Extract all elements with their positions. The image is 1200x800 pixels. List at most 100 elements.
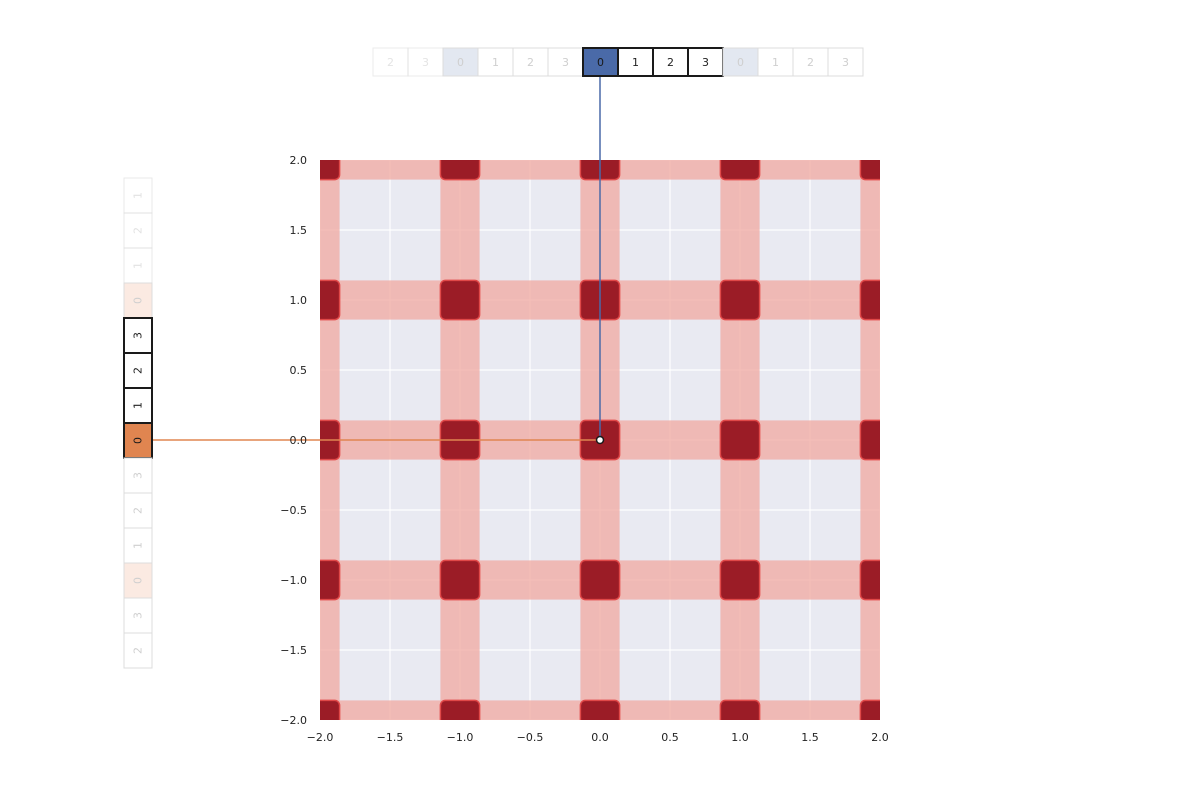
x-strip-cell: 2 [792, 47, 829, 77]
y-strip-cell-box [123, 457, 153, 494]
x-strip-cell-box [477, 47, 514, 77]
x-axis-ticks: −2.0 −1.5 −1.0 −0.5 0.0 0.5 1.0 1.5 2.0 [307, 731, 889, 744]
x-strip-cell: 3 [827, 47, 864, 77]
y-strip-cell-label: 2 [132, 507, 145, 514]
connector-lines [152, 48, 601, 441]
y-strip-cell-label: 2 [132, 367, 145, 374]
heatmap-cell [719, 419, 761, 461]
y-strip-cell-box [123, 282, 153, 319]
x-strip-cell: 0 [442, 47, 479, 77]
x-strip-cell-box [407, 47, 444, 77]
y-strip-cell: 1 [123, 177, 153, 214]
y-strip-cell-label: 1 [132, 262, 145, 269]
y-strip-cell: 3 [123, 457, 153, 494]
heatmap-cell [719, 559, 761, 601]
x-tick-label: 0.5 [661, 731, 679, 744]
x-strip-cell-label: 2 [807, 56, 814, 69]
x-strip-cell-label: 0 [457, 56, 464, 69]
x-strip-cell-box [547, 47, 584, 77]
heatmap-cell [859, 160, 880, 181]
x-strip-cell-label: 0 [597, 56, 604, 69]
y-tick-label: 2.0 [290, 154, 308, 167]
x-tick-label: −0.5 [517, 731, 544, 744]
y-strip-cell: 1 [123, 527, 153, 564]
heatmap-cell [579, 699, 621, 720]
y-strip-cell: 2 [123, 212, 153, 249]
marker-layer [595, 435, 605, 445]
y-strip-cell: 0 [123, 422, 153, 459]
y-tick-label: −1.5 [280, 644, 307, 657]
heatmap-cell [439, 160, 481, 181]
x-tick-label: 1.0 [731, 731, 749, 744]
x-index-strip: 2 3 0 1 2 3 0 1 2 3 0 1 2 3 [372, 47, 864, 77]
x-tick-label: −1.0 [447, 731, 474, 744]
x-strip-cell: 2 [372, 47, 409, 77]
y-strip-cell-label: 2 [132, 647, 145, 654]
heatmap-intersections [320, 160, 880, 720]
heatmap-cell [719, 279, 761, 321]
x-strip-cell-box [687, 47, 724, 77]
y-strip-cell-box [123, 562, 153, 599]
heatmap-cell [439, 699, 481, 720]
heatmap-cell [719, 699, 761, 720]
y-strip-cell-label: 1 [132, 192, 145, 199]
x-tick-label: −1.5 [377, 731, 404, 744]
y-strip-cell-label: 1 [132, 542, 145, 549]
y-strip-cell: 3 [123, 317, 153, 354]
y-tick-label: −1.0 [280, 574, 307, 587]
heatmap-cell [320, 559, 341, 601]
y-strip-cell-label: 0 [132, 297, 145, 304]
y-strip-cell-box [123, 247, 153, 284]
x-strip-cell-label: 3 [562, 56, 569, 69]
x-strip-cell: 2 [512, 47, 549, 77]
x-strip-cell-box [757, 47, 794, 77]
x-strip-cell-label: 1 [632, 56, 639, 69]
y-tick-label: 1.0 [290, 294, 308, 307]
y-strip-cell-label: 3 [132, 332, 145, 339]
heatmap-cell [439, 559, 481, 601]
y-strip-cell: 0 [123, 562, 153, 599]
heatmap-cell [859, 559, 880, 601]
y-strip-cell: 2 [123, 492, 153, 529]
x-strip-cell-box [652, 47, 689, 77]
x-strip-cell-label: 0 [737, 56, 744, 69]
y-strip-cell: 2 [123, 352, 153, 389]
x-strip-cell-label: 3 [702, 56, 709, 69]
y-tick-label: −0.5 [280, 504, 307, 517]
x-strip-cell: 1 [617, 47, 654, 77]
x-strip-cell-box [442, 47, 479, 77]
x-tick-label: 0.0 [591, 731, 609, 744]
x-strip-cell: 1 [477, 47, 514, 77]
y-tick-label: −2.0 [280, 714, 307, 727]
y-strip-cell: 1 [123, 247, 153, 284]
heatmap-cell [859, 419, 880, 461]
y-strip-cell-label: 2 [132, 227, 145, 234]
y-strip-cell: 0 [123, 282, 153, 319]
x-strip-cell-box [827, 47, 864, 77]
x-strip-cell-label: 1 [772, 56, 779, 69]
y-strip-cell-label: 0 [132, 437, 145, 444]
heatmap-cell [859, 699, 880, 720]
heatmap-cell [719, 160, 761, 181]
x-strip-cell-label: 2 [527, 56, 534, 69]
x-strip-cell-label: 2 [387, 56, 394, 69]
x-strip-cell: 1 [757, 47, 794, 77]
y-strip-cell-box [123, 527, 153, 564]
y-strip-cell-box [123, 597, 153, 634]
y-strip-cell-box [123, 632, 153, 669]
y-strip-cell: 2 [123, 632, 153, 669]
y-axis-ticks: 2.0 1.5 1.0 0.5 0.0 −0.5 −1.0 −1.5 −2.0 [280, 154, 307, 727]
x-tick-label: 1.5 [801, 731, 819, 744]
y-strip-cell-label: 3 [132, 612, 145, 619]
y-tick-label: 0.0 [290, 434, 308, 447]
y-strip-cell-box [123, 492, 153, 529]
y-strip-cell: 3 [123, 597, 153, 634]
y-strip-cell-label: 0 [132, 577, 145, 584]
x-strip-cell-box [722, 47, 759, 77]
y-strip-cell-box [123, 387, 153, 424]
y-strip-cell: 1 [123, 387, 153, 424]
x-strip-cell: 3 [547, 47, 584, 77]
x-strip-cell-label: 2 [667, 56, 674, 69]
x-strip-cell: 0 [582, 47, 619, 77]
heatmap-cell [320, 279, 341, 321]
